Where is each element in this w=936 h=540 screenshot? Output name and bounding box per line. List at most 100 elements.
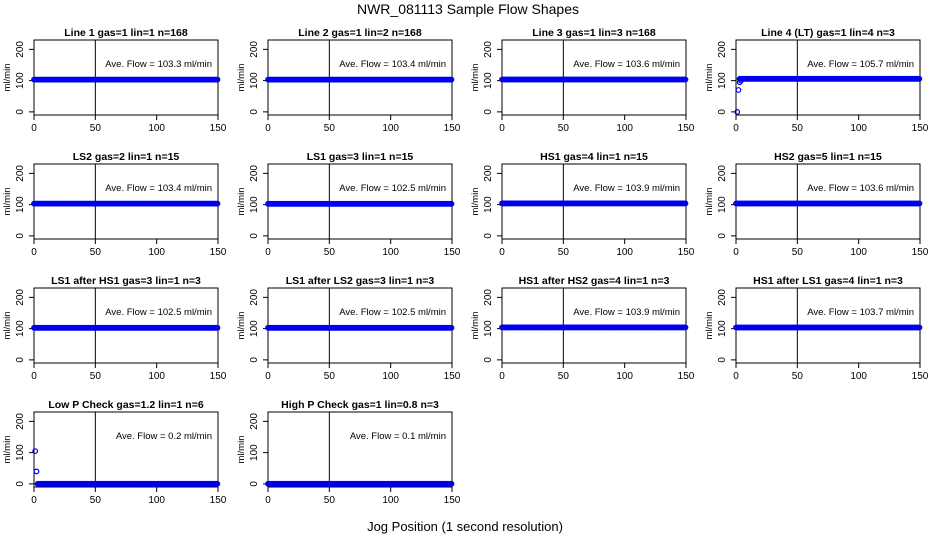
x-tick-label: 0 [499,247,505,258]
x-tick-label: 50 [558,247,570,258]
x-tick-label: 0 [31,495,37,506]
panel-12: HS1 after LS1 gas=4 lin=1 n=3 0 50 100 150 0 1… [704,275,929,382]
y-tick-label: 200 [249,165,260,182]
average-flow-annotation: Ave. Flow = 0.1 ml/min [350,431,446,442]
y-tick-label: 200 [15,289,26,306]
x-tick-label: 50 [558,371,570,382]
average-flow-annotation: Ave. Flow = 102.5 ml/min [105,307,212,318]
y-tick-label: 200 [717,165,728,182]
data-point [734,108,741,115]
panel-13: Low P Check gas=1.2 lin=1 n=6 0 50 100 150 0 1… [2,399,227,506]
y-tick-label: 100 [15,444,26,461]
data-point [448,76,455,83]
y-axis-label: ml/min [470,188,481,216]
panel-2: Line 2 gas=1 lin=2 n=168 0 50 100 150 0 100 200… [236,27,461,134]
y-tick-label: 100 [15,320,26,337]
plot-frame [267,411,453,488]
panel-title: LS1 after LS2 gas=3 lin=1 n=3 [286,275,435,287]
x-tick-label: 50 [90,495,102,506]
x-tick-label: 0 [31,371,37,382]
y-tick-label: 200 [483,165,494,182]
x-tick-label: 150 [912,123,929,134]
x-tick-label: 100 [382,371,399,382]
x-tick-label: 100 [850,247,867,258]
panel-title: HS1 after HS2 gas=4 lin=1 n=3 [519,275,670,287]
y-axis-label: ml/min [704,64,715,92]
x-tick-label: 50 [324,371,336,382]
y-axis-label: ml/min [236,436,247,464]
data-point [214,480,221,487]
data-point [448,200,455,207]
y-axis-label: ml/min [470,312,481,340]
panel-title: Line 3 gas=1 lin=3 n=168 [532,27,656,39]
data-point [740,76,747,82]
panel-title: Line 2 gas=1 lin=2 n=168 [298,27,422,39]
y-axis-label: ml/min [704,188,715,216]
average-flow-annotation: Ave. Flow = 0.2 ml/min [116,431,212,442]
panel-3: Line 3 gas=1 lin=3 n=168 0 50 100 150 0 100 200… [470,27,695,134]
x-tick-label: 150 [912,371,929,382]
x-tick-label: 0 [733,247,739,258]
x-tick-label: 0 [733,123,739,134]
x-tick-label: 0 [265,123,271,134]
y-tick-label: 0 [717,357,728,363]
x-tick-label: 50 [90,371,102,382]
y-tick-label: 0 [15,109,26,115]
y-tick-label: 100 [717,72,728,89]
y-tick-label: 0 [717,233,728,239]
x-tick-label: 150 [210,247,227,258]
x-tick-label: 0 [265,371,271,382]
data-point [916,75,923,82]
panel-title: LS2 gas=2 lin=1 n=15 [73,151,180,163]
y-axis-label: ml/min [236,312,247,340]
y-tick-label: 100 [483,320,494,337]
plot-frame [33,411,219,488]
y-tick-label: 200 [249,413,260,430]
x-tick-label: 100 [148,495,165,506]
x-tick-label: 0 [499,123,505,134]
x-tick-label: 100 [382,247,399,258]
y-tick-label: 0 [717,109,728,115]
y-tick-label: 200 [15,413,26,430]
data-point [33,468,40,475]
panel-title: HS2 gas=5 lin=1 n=15 [774,151,882,163]
x-tick-label: 50 [792,123,804,134]
panel-title: HS1 after LS1 gas=4 lin=1 n=3 [753,275,903,287]
panel-14: High P Check gas=1 lin=0.8 n=3 0 50 100 150 0… [236,399,461,506]
panel-title: LS1 after HS1 gas=3 lin=1 n=3 [51,275,201,287]
x-tick-label: 150 [678,371,695,382]
y-tick-label: 0 [483,109,494,115]
x-tick-label: 100 [850,123,867,134]
panel-9: LS1 after HS1 gas=3 lin=1 n=3 0 50 100 150 0 1… [2,275,227,382]
x-tick-label: 100 [850,371,867,382]
panel-title: Line 4 (LT) gas=1 lin=4 n=3 [761,27,895,39]
y-axis-label: ml/min [704,312,715,340]
y-tick-label: 0 [249,109,260,115]
data-point [682,200,689,207]
y-tick-label: 100 [249,444,260,461]
x-tick-label: 150 [678,123,695,134]
x-tick-label: 0 [733,371,739,382]
y-tick-label: 0 [15,357,26,363]
average-flow-annotation: Ave. Flow = 103.6 ml/min [807,183,914,194]
x-tick-label: 150 [444,247,461,258]
data-point [682,324,689,331]
y-axis-label: ml/min [236,64,247,92]
y-tick-label: 100 [717,320,728,337]
y-tick-label: 100 [717,196,728,213]
x-tick-label: 50 [792,371,804,382]
average-flow-annotation: Ave. Flow = 103.7 ml/min [807,307,914,318]
panel-7: HS1 gas=4 lin=1 n=15 0 50 100 150 0 100 200ml/m… [470,151,695,258]
y-tick-label: 200 [249,289,260,306]
data-point [682,76,689,83]
panel-5: LS2 gas=2 lin=1 n=15 0 50 100 150 0 100 200ml/m… [2,151,227,258]
y-tick-label: 100 [249,320,260,337]
x-tick-label: 100 [382,495,399,506]
y-tick-label: 200 [483,289,494,306]
x-tick-label: 150 [912,247,929,258]
x-tick-label: 100 [148,247,165,258]
y-tick-label: 200 [483,41,494,58]
data-point [214,324,221,331]
x-tick-label: 50 [792,247,804,258]
y-tick-label: 0 [249,481,260,487]
